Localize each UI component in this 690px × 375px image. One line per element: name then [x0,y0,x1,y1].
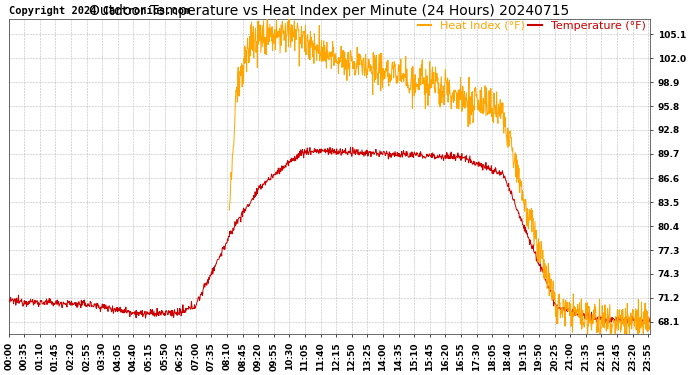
Title: Outdoor Temperature vs Heat Index per Minute (24 Hours) 20240715: Outdoor Temperature vs Heat Index per Mi… [89,4,569,18]
Legend: Heat Index (°F), Temperature (°F): Heat Index (°F), Temperature (°F) [413,16,650,35]
Text: Copyright 2024 Cartronics.com: Copyright 2024 Cartronics.com [9,6,190,16]
